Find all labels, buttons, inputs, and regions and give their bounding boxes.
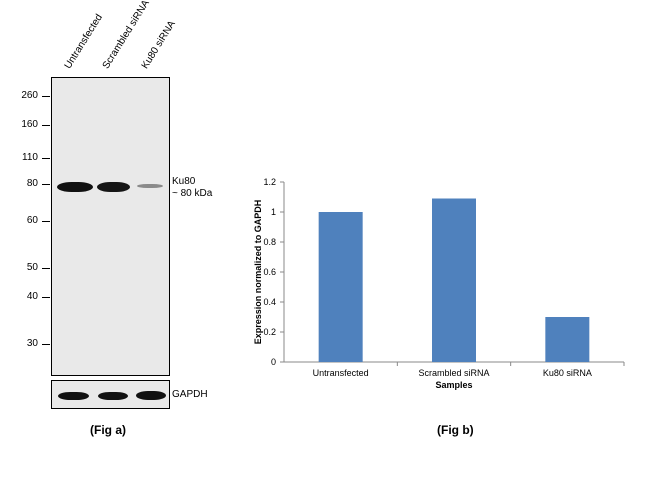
y-tick-label: 0 <box>271 357 276 367</box>
bar <box>318 212 363 362</box>
x-tick-label: Untransfected <box>313 368 369 378</box>
mw-tick-50 <box>42 268 50 269</box>
mw-marker-260: 260 <box>21 90 38 101</box>
ku80-blot-membrane <box>51 77 170 376</box>
y-tick-label: 0.2 <box>263 327 276 337</box>
x-tick-label: Scrambled siRNA <box>418 368 489 378</box>
mw-tick-60 <box>42 221 50 222</box>
ku80-band-ku80-sirna <box>137 184 163 188</box>
bar <box>432 198 476 362</box>
mw-marker-110: 110 <box>22 152 38 163</box>
y-tick-label: 1.2 <box>263 177 276 187</box>
mw-tick-40 <box>42 297 50 298</box>
x-axis-title: Samples <box>435 380 472 390</box>
bar <box>545 317 590 362</box>
fig-a-caption: (Fig a) <box>90 423 126 437</box>
mw-tick-260 <box>42 96 50 97</box>
target-label-ku80: Ku80 <box>172 176 196 187</box>
x-tick-label: Ku80 siRNA <box>543 368 592 378</box>
mw-tick-160 <box>42 125 50 126</box>
gapdh-band-ku80-sirna <box>136 391 166 400</box>
y-axis-title: Expression normalized to GAPDH <box>253 200 263 345</box>
control-label-gapdh: GAPDH <box>172 389 208 400</box>
mw-tick-80 <box>42 184 50 185</box>
mw-marker-30: 30 <box>26 338 38 349</box>
y-tick-label: 0.4 <box>263 297 276 307</box>
ku80-band-untransfected <box>57 182 93 192</box>
fig-b-caption: (Fig b) <box>437 423 474 437</box>
gapdh-band-untransfected <box>58 392 89 400</box>
ku80-band-scrambled-sirna <box>97 182 130 192</box>
gapdh-band-scrambled-sirna <box>98 392 128 400</box>
mw-marker-50: 50 <box>26 262 38 273</box>
mw-tick-30 <box>42 344 50 345</box>
y-tick-label: 0.6 <box>263 267 276 277</box>
gapdh-blot-membrane <box>51 380 170 409</box>
target-label-size: ~ 80 kDa <box>172 188 213 199</box>
mw-marker-40: 40 <box>26 291 38 302</box>
mw-marker-160: 160 <box>21 119 38 130</box>
mw-tick-110 <box>42 158 50 159</box>
mw-marker-60: 60 <box>26 215 38 226</box>
y-tick-label: 1 <box>271 207 276 217</box>
mw-marker-80: 80 <box>26 178 38 189</box>
y-tick-label: 0.8 <box>263 237 276 247</box>
